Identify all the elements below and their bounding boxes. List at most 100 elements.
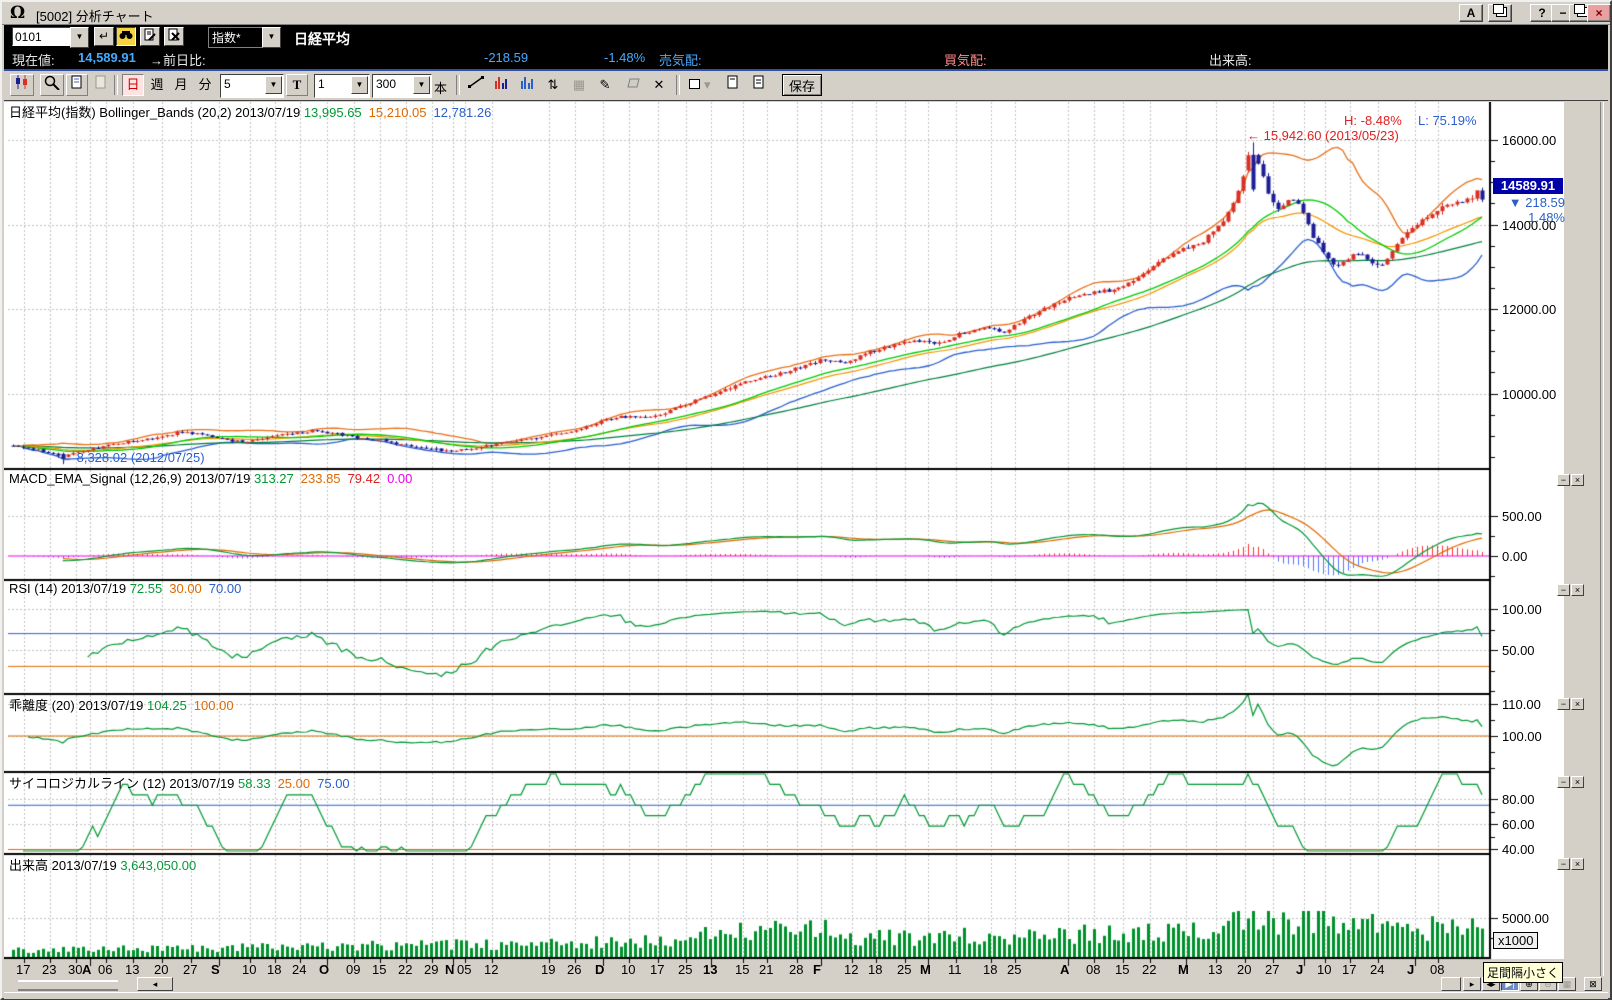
volume-label: 出来高:: [1209, 53, 1252, 68]
subpanel-minimize-button[interactable]: −: [1557, 584, 1570, 596]
scroll-left-button[interactable]: ◂: [137, 977, 173, 991]
trendline-tool-button[interactable]: [464, 74, 488, 96]
layout-button[interactable]: ▾: [684, 74, 716, 96]
search-binoculars-button[interactable]: [116, 27, 136, 46]
change-pct-value: -1.48%: [604, 50, 646, 65]
period-minute-button[interactable]: 分: [194, 74, 216, 96]
bar-indicator-blue-icon: [521, 77, 533, 89]
x-axis-label: A: [82, 962, 92, 977]
price-pct-label: 1.48%: [1528, 210, 1565, 225]
sort-arrows-button[interactable]: ⇅: [542, 74, 564, 96]
bars-select[interactable]: 300 ▼: [372, 74, 432, 98]
window-title: [5002] 分析チャート: [36, 9, 154, 24]
toolbar-separator: [456, 75, 460, 95]
type-dropdown-button[interactable]: ▼: [262, 27, 281, 48]
copy-button[interactable]: [1488, 4, 1512, 22]
span-select[interactable]: 5 ▼: [220, 74, 284, 98]
x-axis-label: 23: [42, 962, 57, 977]
indicator-value: 12,781.26: [433, 105, 492, 120]
close-panel-button[interactable]: ⊠: [1584, 977, 1602, 991]
scroll-blank-button[interactable]: [1441, 977, 1461, 991]
x-axis-label: 05: [457, 962, 472, 977]
chevron-down-icon[interactable]: ▼: [351, 76, 368, 94]
font-button[interactable]: A: [1459, 4, 1483, 22]
scroll-right-button[interactable]: ▸: [1463, 977, 1481, 991]
x-axis-label: 08: [1086, 962, 1101, 977]
draw-pencil-button[interactable]: ✎: [594, 74, 616, 96]
x-axis-label: D: [595, 962, 605, 977]
x-axis-label: 21: [759, 962, 774, 977]
indicator-value: 58.33: [238, 776, 271, 791]
x-axis-label: 25: [897, 962, 912, 977]
chart-canvas[interactable]: [4, 102, 1498, 976]
page2-button[interactable]: [90, 74, 112, 96]
chevron-down-icon[interactable]: ▼: [413, 76, 430, 94]
subpanel-close-button[interactable]: ×: [1571, 698, 1584, 710]
indicator-value: 313.27: [254, 471, 294, 486]
x-axis-label: J: [1407, 962, 1415, 977]
grid-table-button[interactable]: ▦: [568, 74, 590, 96]
subpanel-close-button[interactable]: ×: [1571, 474, 1584, 486]
subpanel-close-button[interactable]: ×: [1571, 584, 1584, 596]
x-axis-label: 30: [68, 962, 83, 977]
app-logo-icon: Ω: [10, 3, 26, 23]
symbol-dropdown-button[interactable]: ▼: [70, 27, 89, 48]
indicator-value: 0.00: [387, 471, 413, 486]
zoom-tool-button[interactable]: [40, 74, 64, 96]
trough-annotation: ← 8,328.02 (2012/07/25): [60, 450, 205, 465]
kairi-header: 乖離度 (20) 2013/07/19 104.25 100.00: [9, 698, 234, 713]
close-button[interactable]: ×: [1587, 4, 1611, 22]
period-week-button[interactable]: 週: [146, 74, 168, 96]
quote-bar: ▼ ↵ 指数* ▼ 日経平均 現在値: 14,589.91 →前日比: -218…: [4, 25, 1608, 71]
x-axis-label: 29: [424, 962, 439, 977]
x-axis-label: 20: [1237, 962, 1252, 977]
toolbar-separator: [114, 75, 118, 95]
memo-button[interactable]: [140, 27, 160, 46]
subpanel-close-button[interactable]: ×: [1571, 776, 1584, 788]
chevron-down-icon[interactable]: ▼: [265, 76, 282, 94]
indicator-value: 104.25: [147, 698, 187, 713]
restore-button[interactable]: [1569, 4, 1593, 22]
x-axis-label: 20: [154, 962, 169, 977]
subpanel-minimize-button[interactable]: −: [1557, 776, 1570, 788]
x-axis-label: 09: [346, 962, 361, 977]
export-page-button[interactable]: [748, 74, 770, 96]
copy-page-button[interactable]: [722, 74, 744, 96]
x-axis-label: 24: [292, 962, 307, 977]
indicator-value: 75.00: [317, 776, 350, 791]
new-page-button[interactable]: [66, 74, 88, 96]
indicator-blue-button[interactable]: [516, 74, 538, 96]
scroll-drag-handle[interactable]: [18, 980, 118, 991]
page-icon: [71, 75, 82, 89]
type-select[interactable]: 指数*: [208, 27, 268, 48]
subpanel-minimize-button[interactable]: −: [1557, 474, 1570, 486]
window-groove: [1600, 102, 1604, 976]
save-button[interactable]: 保存: [782, 74, 823, 96]
x-axis-label: 25: [1007, 962, 1022, 977]
symbol-code-input[interactable]: [12, 27, 72, 46]
indicator-red-button[interactable]: [490, 74, 512, 96]
ask-label: 売気配:: [659, 53, 702, 68]
indicator-value: 72.55: [129, 581, 163, 596]
text-tool-button[interactable]: T: [286, 74, 308, 96]
num-select[interactable]: 1 ▼: [314, 74, 370, 98]
x-axis-label: 28: [789, 962, 804, 977]
candlestick-tool-button[interactable]: [10, 74, 34, 96]
x-axis-label: M: [920, 962, 931, 977]
period-month-button[interactable]: 月: [170, 74, 192, 96]
delete-x-button[interactable]: ✕: [648, 74, 670, 96]
clear-button[interactable]: [164, 27, 184, 46]
subpanel-minimize-button[interactable]: −: [1557, 698, 1570, 710]
subpanel-minimize-button[interactable]: −: [1557, 858, 1570, 870]
x-axis-label: F: [813, 962, 821, 977]
magnifier-icon: [44, 75, 60, 91]
x-axis-label: 18: [983, 962, 998, 977]
subpanel-close-button[interactable]: ×: [1571, 858, 1584, 870]
current-price-label: 現在値:: [12, 53, 55, 68]
period-day-button[interactable]: 日: [122, 74, 144, 96]
enter-button[interactable]: ↵: [94, 27, 114, 46]
y-axis-label: 12000.00: [1502, 302, 1557, 317]
x-axis-label: 22: [398, 962, 413, 977]
eraser-button[interactable]: [622, 74, 645, 96]
y-axis-label: 10000.00: [1502, 386, 1557, 402]
